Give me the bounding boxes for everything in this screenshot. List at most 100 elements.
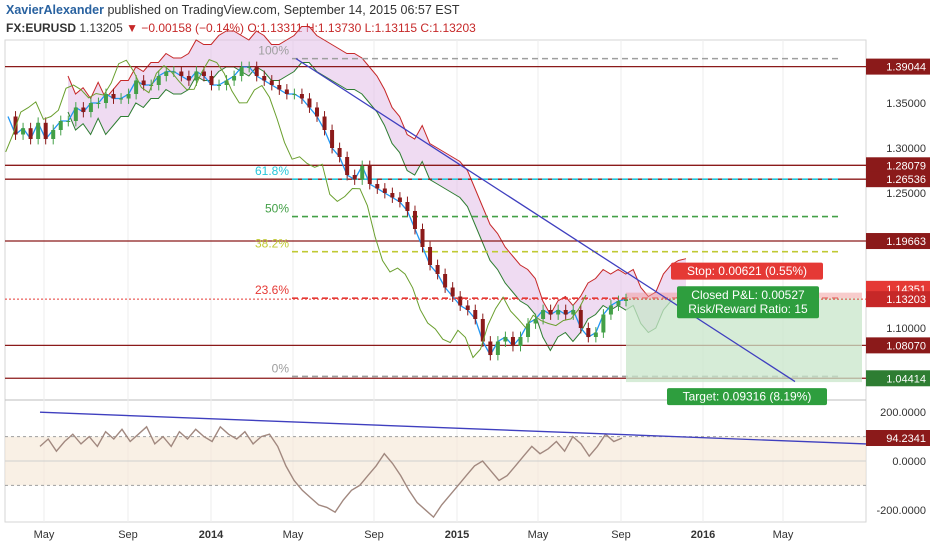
time-tick-label: May <box>34 529 55 541</box>
candle-body <box>420 229 425 247</box>
osc-tick-label: 0.0000 <box>892 456 926 468</box>
candle-body <box>217 85 222 86</box>
candle-body <box>541 310 546 319</box>
candle-body <box>126 94 131 99</box>
candle-body <box>352 175 357 180</box>
candle-body <box>134 80 139 94</box>
candle-body <box>156 76 161 85</box>
candle-body <box>360 166 365 180</box>
candle-body <box>480 319 485 342</box>
candle-body <box>171 71 176 73</box>
author-link[interactable]: XavierAlexander <box>6 3 104 17</box>
candle-body <box>435 265 440 274</box>
candle-body <box>503 337 508 342</box>
candle-body <box>194 71 199 81</box>
candle-body <box>36 122 41 139</box>
fib-level-label: 38.2% <box>255 237 289 251</box>
price-level-tag: 1.13203 <box>886 294 926 306</box>
price-level-tag-bg <box>866 291 930 308</box>
candle-body <box>66 121 71 122</box>
publish-header: XavierAlexander published on TradingView… <box>6 3 460 17</box>
time-tick-label: 2014 <box>199 529 224 541</box>
price-level-tag-bg <box>866 171 930 188</box>
candle-body <box>608 305 613 315</box>
cci-line <box>39 425 623 519</box>
target-label-bg <box>667 388 827 406</box>
time-tick-label: Sep <box>611 529 631 541</box>
publish-info: published on TradingView.com, September … <box>107 3 460 17</box>
pnl-box <box>677 286 819 319</box>
fib-level-label: 61.8% <box>255 164 289 178</box>
time-tick-label: Sep <box>118 529 138 541</box>
candle-body <box>337 148 342 157</box>
candle-body <box>224 80 229 85</box>
price-level-tag-bg <box>866 337 930 354</box>
candle-body <box>601 314 606 333</box>
candle-body <box>292 94 297 95</box>
price-tick-label: 1.25000 <box>886 188 926 200</box>
senkou-span-a <box>67 26 687 316</box>
fib-level-label: 0% <box>272 361 290 375</box>
candle-body <box>405 202 410 211</box>
candle-body <box>209 76 214 85</box>
candle-body <box>563 310 568 315</box>
osc-tick-label: -200.0000 <box>876 505 926 517</box>
candle-body <box>345 157 350 175</box>
rr-label: Risk/Reward Ratio: 15 <box>688 302 808 316</box>
stop-label: Stop: 0.00621 (0.55%) <box>687 264 807 278</box>
price-level-tag: 1.28079 <box>886 160 926 172</box>
candle-body <box>21 128 26 135</box>
symbol-name[interactable]: FX:EURUSD <box>6 21 77 35</box>
time-tick-label: May <box>283 529 304 541</box>
candle-body <box>473 310 478 319</box>
candle-body <box>51 130 56 139</box>
osc-tick-label: 200.0000 <box>880 407 926 419</box>
price-level-tag-bg <box>866 157 930 174</box>
candle-body <box>450 287 455 297</box>
price-level-tag: 1.04414 <box>886 373 926 385</box>
price-tick-label: 1.35000 <box>886 98 926 110</box>
lagging-span <box>5 58 587 359</box>
fib-level-label: 23.6% <box>255 283 289 297</box>
time-tick-label: 2016 <box>691 529 715 541</box>
candle-body <box>232 76 237 81</box>
candle-body <box>428 247 433 265</box>
price-level-tag: 1.26536 <box>886 174 926 186</box>
candle-body <box>533 319 538 324</box>
trend-line <box>295 58 796 383</box>
candle-body <box>495 341 500 355</box>
candle-body <box>119 98 124 100</box>
candle-body <box>616 301 621 306</box>
candle-body <box>307 98 312 108</box>
time-tick-label: May <box>773 529 794 541</box>
candle-body <box>247 67 252 68</box>
ichimoku-cloud <box>68 26 686 351</box>
candle-body <box>254 67 259 76</box>
candle-body <box>322 116 327 130</box>
candle-body <box>330 130 335 148</box>
osc-current-tag-bg <box>866 430 930 447</box>
candle-body <box>284 89 289 94</box>
time-tick-label: May <box>528 529 549 541</box>
price-change: ▼ −0.00158 (−0.14%) <box>126 21 245 35</box>
candle-body <box>390 193 395 198</box>
price-level-tag-bg <box>866 233 930 250</box>
candle-body <box>164 71 169 76</box>
price-level-tag-bg <box>866 370 930 387</box>
candle-body <box>201 71 206 76</box>
candle-body <box>382 188 387 193</box>
candle-body <box>526 323 531 337</box>
candle-body <box>239 67 244 76</box>
candle-body <box>465 305 470 310</box>
candle-body <box>88 103 93 112</box>
candle-body <box>443 274 448 288</box>
senkou-span-b <box>67 62 687 352</box>
candle-body <box>186 76 191 81</box>
candle-body <box>593 332 598 337</box>
candle-body <box>458 296 463 306</box>
candle-body <box>277 85 282 90</box>
last-price: 1.13205 <box>79 21 123 35</box>
candle-body <box>43 122 48 139</box>
fib-level-label: 50% <box>265 202 289 216</box>
